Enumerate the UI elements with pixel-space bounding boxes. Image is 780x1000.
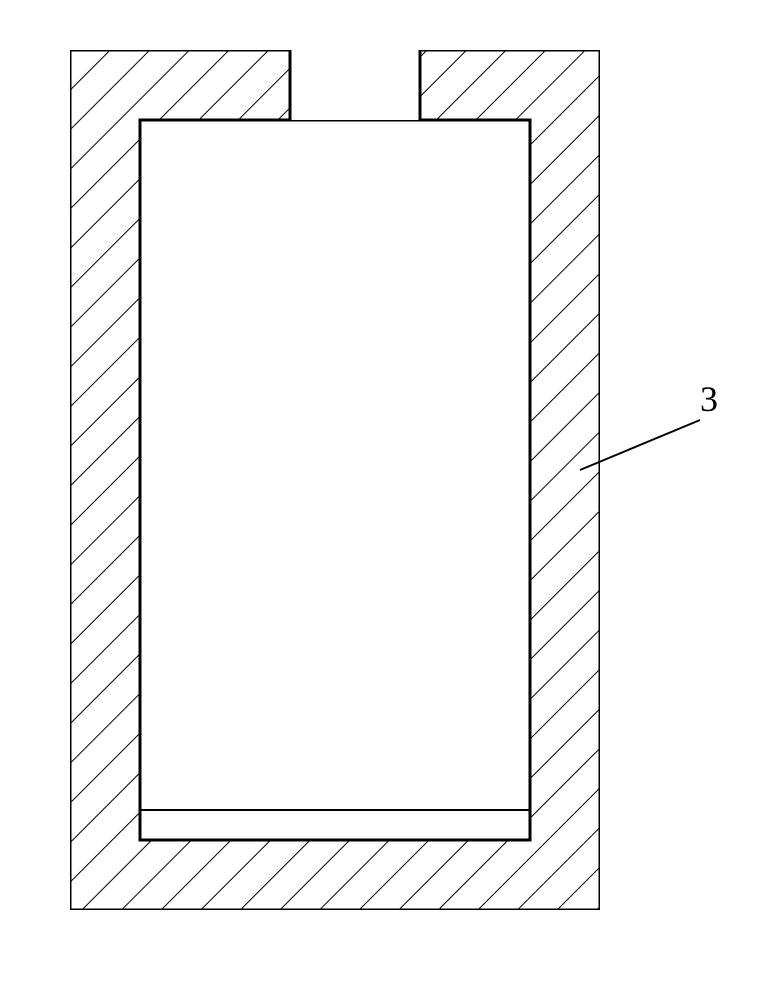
cross-section-diagram — [70, 50, 600, 910]
label-3: 3 — [700, 378, 718, 420]
top-opening-fill — [290, 50, 420, 120]
inner-cavity — [140, 120, 530, 840]
diagram-svg — [70, 50, 600, 910]
